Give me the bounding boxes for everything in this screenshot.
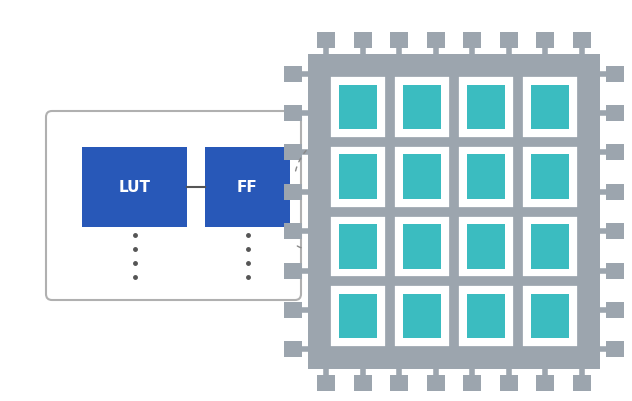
Bar [403, 85, 441, 130]
Bar [531, 155, 569, 199]
Text: LUT: LUT [119, 180, 150, 195]
Bar [531, 225, 569, 269]
Bar [284, 263, 302, 279]
Bar [403, 225, 441, 269]
Bar [500, 33, 518, 49]
Bar [284, 342, 302, 357]
Bar [308, 55, 600, 369]
Bar [284, 67, 302, 83]
Bar [467, 85, 505, 130]
Bar [500, 375, 518, 391]
Bar [536, 33, 554, 49]
Bar [606, 184, 624, 200]
Bar [390, 33, 408, 49]
Bar [390, 375, 408, 391]
Bar [606, 224, 624, 239]
Bar [531, 294, 569, 338]
Bar [403, 155, 441, 199]
Bar [463, 33, 481, 49]
Bar [317, 33, 335, 49]
Bar [573, 33, 591, 49]
Bar [82, 148, 187, 227]
Bar [284, 302, 302, 318]
Bar [606, 67, 624, 83]
Bar [205, 148, 290, 227]
Bar [467, 155, 505, 199]
Bar [317, 375, 335, 391]
Bar [284, 106, 302, 122]
Bar [326, 73, 582, 351]
Bar [536, 375, 554, 391]
Bar [606, 342, 624, 357]
Bar [339, 155, 377, 199]
Bar [339, 294, 377, 338]
Bar [427, 375, 445, 391]
Bar [467, 225, 505, 269]
Bar [284, 224, 302, 239]
Text: FF: FF [237, 180, 258, 195]
Bar [606, 263, 624, 279]
Bar [339, 225, 377, 269]
Bar [339, 85, 377, 130]
Bar [427, 33, 445, 49]
Bar [606, 145, 624, 161]
Bar [606, 106, 624, 122]
Bar [403, 294, 441, 338]
Bar [463, 375, 481, 391]
Bar [467, 294, 505, 338]
Bar [606, 302, 624, 318]
Bar [354, 33, 372, 49]
FancyBboxPatch shape [46, 112, 301, 300]
Bar [573, 375, 591, 391]
Bar [531, 85, 569, 130]
Bar [354, 375, 372, 391]
Bar [284, 145, 302, 161]
Bar [284, 184, 302, 200]
